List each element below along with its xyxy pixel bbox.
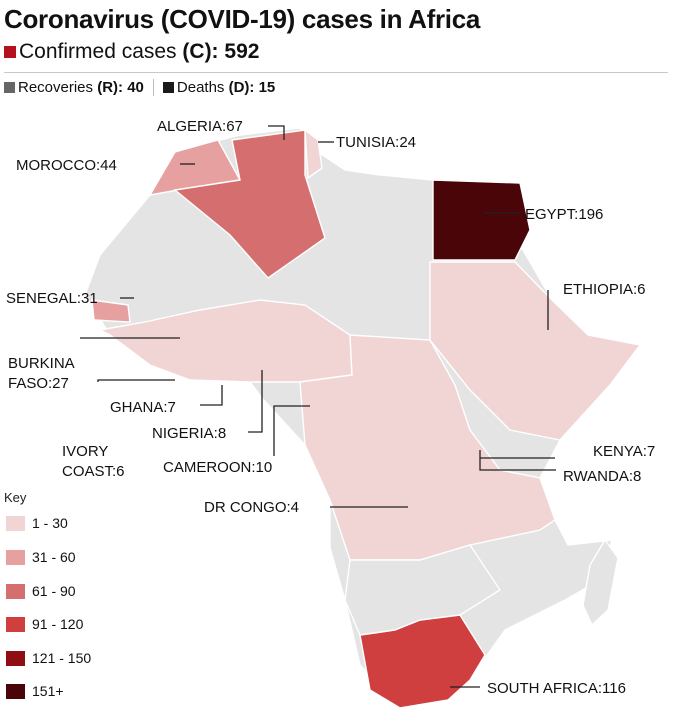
label-senegal: SENEGAL:31 [6, 290, 98, 307]
key-item: 61 - 90 [6, 583, 76, 599]
recoveries-value: 40 [127, 79, 144, 96]
label-algeria: ALGERIA:67 [157, 118, 243, 135]
key-item-label: 31 - 60 [32, 549, 76, 565]
vertical-divider [152, 79, 154, 96]
divider [4, 72, 668, 73]
label-burkina-faso-line2: FASO:27 [8, 375, 69, 392]
key-swatch [6, 549, 25, 565]
country-egypt [432, 179, 531, 261]
recoveries-label: Recoveries [18, 79, 94, 96]
key-title: Key [4, 490, 27, 505]
label-burkina-faso: BURKINA [8, 355, 75, 372]
country-central-africa [299, 334, 556, 561]
key-item: 31 - 60 [6, 549, 76, 565]
key-item-label: 91 - 120 [32, 616, 84, 632]
label-south-africa: SOUTH AFRICA:116 [487, 680, 626, 697]
leader-lines [80, 125, 556, 688]
key-item: 91 - 120 [6, 616, 83, 632]
label-rwanda: RWANDA:8 [563, 468, 641, 485]
africa-map: ALGERIA:67 TUNISIA:24 MOROCCO:44 EGYPT:1… [6, 118, 655, 709]
key-swatch [6, 616, 25, 632]
key-item: 151+ [6, 683, 64, 699]
deaths-label: Deaths [176, 79, 225, 96]
confirmed-label: Confirmed cases [19, 40, 177, 63]
key-item-label: 121 - 150 [32, 650, 92, 666]
label-dr-congo: DR CONGO:4 [204, 499, 299, 516]
key-swatch [6, 650, 25, 666]
label-tunisia: TUNISIA:24 [336, 134, 416, 151]
label-nigeria: NIGERIA:8 [152, 425, 226, 442]
confirmed-cases-row: Confirmed cases (C): 592 [4, 40, 259, 64]
recoveries-square-icon [4, 82, 15, 93]
deaths-code: (D): [228, 79, 255, 96]
label-egypt: EGYPT:196 [525, 206, 603, 223]
key-item: 121 - 150 [6, 650, 91, 666]
confirmed-value: 592 [224, 40, 260, 63]
label-cameroon: CAMEROON:10 [163, 459, 272, 476]
country-tunisia [304, 128, 323, 180]
country-ethiopia [429, 261, 642, 441]
key-item: 1 - 30 [6, 515, 68, 531]
outcomes-row: Recoveries (R): 40 Deaths (D): 15 [4, 79, 275, 96]
label-morocco: MOROCCO:44 [16, 157, 117, 174]
recoveries-code: (R): [97, 79, 124, 96]
madagascar-shape [582, 538, 619, 627]
page-title: Coronavirus (COVID-19) cases in Africa [4, 4, 481, 34]
label-ivory-coast-line2: COAST:6 [62, 463, 125, 480]
key-item-label: 61 - 90 [32, 583, 76, 599]
country-algeria [173, 129, 326, 279]
key-swatch [6, 515, 25, 531]
deaths-square-icon [162, 82, 174, 93]
key-swatch [6, 683, 25, 699]
country-senegal [91, 299, 131, 323]
confirmed-square-icon [4, 46, 16, 58]
key-item-label: 1 - 30 [32, 515, 68, 531]
country-southern-africa [344, 544, 501, 636]
deaths-value: 15 [258, 79, 276, 96]
label-ivory-coast: IVORY [62, 443, 108, 460]
label-ethiopia: ETHIOPIA:6 [563, 281, 646, 298]
country-morocco [148, 139, 242, 196]
confirmed-code: (C): [182, 40, 219, 63]
label-kenya: KENYA:7 [593, 443, 655, 460]
label-ghana: GHANA:7 [110, 399, 176, 416]
key-swatch [6, 583, 25, 599]
key-item-label: 151+ [32, 683, 64, 699]
